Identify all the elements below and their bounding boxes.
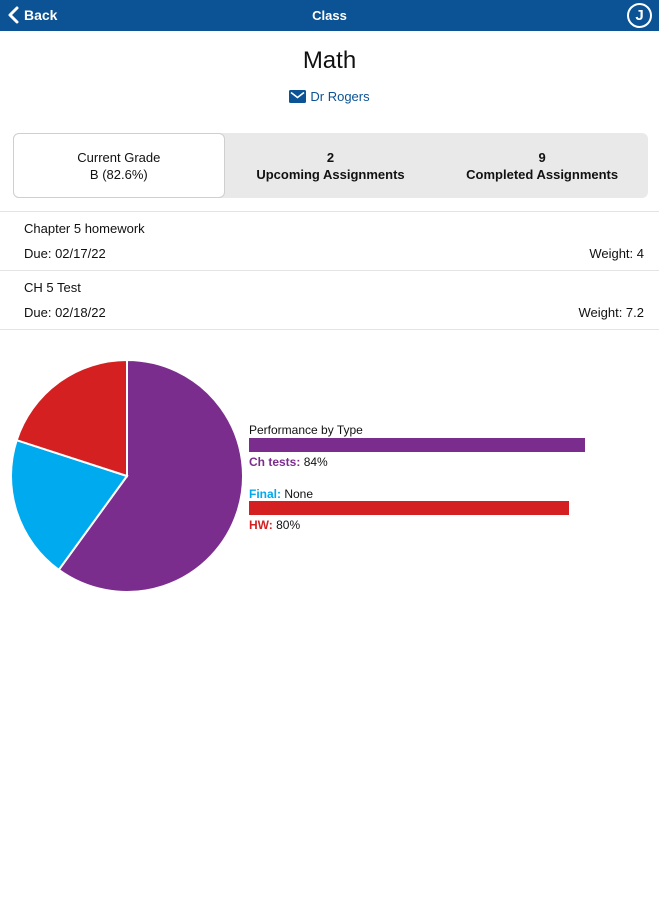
divider — [0, 329, 659, 330]
nav-title: Class — [312, 8, 347, 23]
final-legend: Final: None — [249, 487, 313, 501]
pie-slice-hw — [15, 358, 128, 478]
teacher-name: Dr Rogers — [310, 89, 370, 104]
pie-slice-final — [10, 438, 129, 572]
divider — [0, 211, 659, 212]
final-value: None — [284, 487, 314, 501]
tab-upcoming-count: 2 — [326, 149, 335, 165]
back-button-label: Back — [24, 7, 58, 23]
assignment-due-date: Due: 02/18/22 — [24, 305, 106, 320]
assignment-row[interactable]: Chapter 5 homework Due: 02/17/22 Weight:… — [0, 212, 659, 270]
tab-upcoming-label: Upcoming Assignments — [256, 166, 405, 182]
ch-tests-value: 84% — [303, 455, 328, 469]
ch-tests-bar — [249, 438, 585, 452]
assignment-due-date: Due: 02/17/22 — [24, 246, 106, 261]
ch-tests-key: Ch tests: — [249, 455, 301, 469]
hw-legend: HW: 80% — [249, 518, 300, 532]
assignment-name: Chapter 5 homework — [24, 221, 145, 236]
tab-completed-count: 9 — [538, 149, 546, 165]
navigation-bar: Back Class J — [0, 0, 659, 31]
performance-pie-chart — [10, 358, 244, 593]
final-key: Final: — [249, 487, 281, 501]
assignment-weight: Weight: 4 — [589, 246, 644, 261]
hw-value: 80% — [276, 518, 301, 532]
avatar[interactable]: J — [627, 3, 652, 28]
tab-current-grade[interactable]: Current Grade B (82.6%) — [13, 133, 225, 198]
hw-bar — [249, 501, 569, 515]
back-button[interactable]: Back — [6, 4, 57, 26]
performance-title: Performance by Type — [249, 423, 363, 437]
class-title: Math — [302, 47, 357, 74]
tab-current-grade-value: B (82.6%) — [89, 166, 148, 182]
ch-tests-legend: Ch tests: 84% — [249, 455, 328, 469]
assignment-row[interactable]: CH 5 Test Due: 02/18/22 Weight: 7.2 — [0, 271, 659, 329]
mail-icon — [289, 90, 307, 103]
assignment-weight: Weight: 7.2 — [578, 305, 644, 320]
tab-upcoming-assignments[interactable]: 2 Upcoming Assignments — [225, 133, 437, 198]
class-tabs: Current Grade B (82.6%) 2 Upcoming Assig… — [13, 133, 648, 198]
tab-current-grade-label: Current Grade — [77, 149, 161, 165]
teacher-link[interactable]: Dr Rogers — [0, 89, 659, 104]
divider — [0, 270, 659, 271]
pie-slice-ch-tests — [57, 358, 244, 593]
assignment-name: CH 5 Test — [24, 280, 81, 295]
hw-key: HW: — [249, 518, 273, 532]
chevron-left-icon — [8, 6, 19, 24]
tab-completed-label: Completed Assignments — [466, 166, 619, 182]
tab-completed-assignments[interactable]: 9 Completed Assignments — [436, 133, 648, 198]
